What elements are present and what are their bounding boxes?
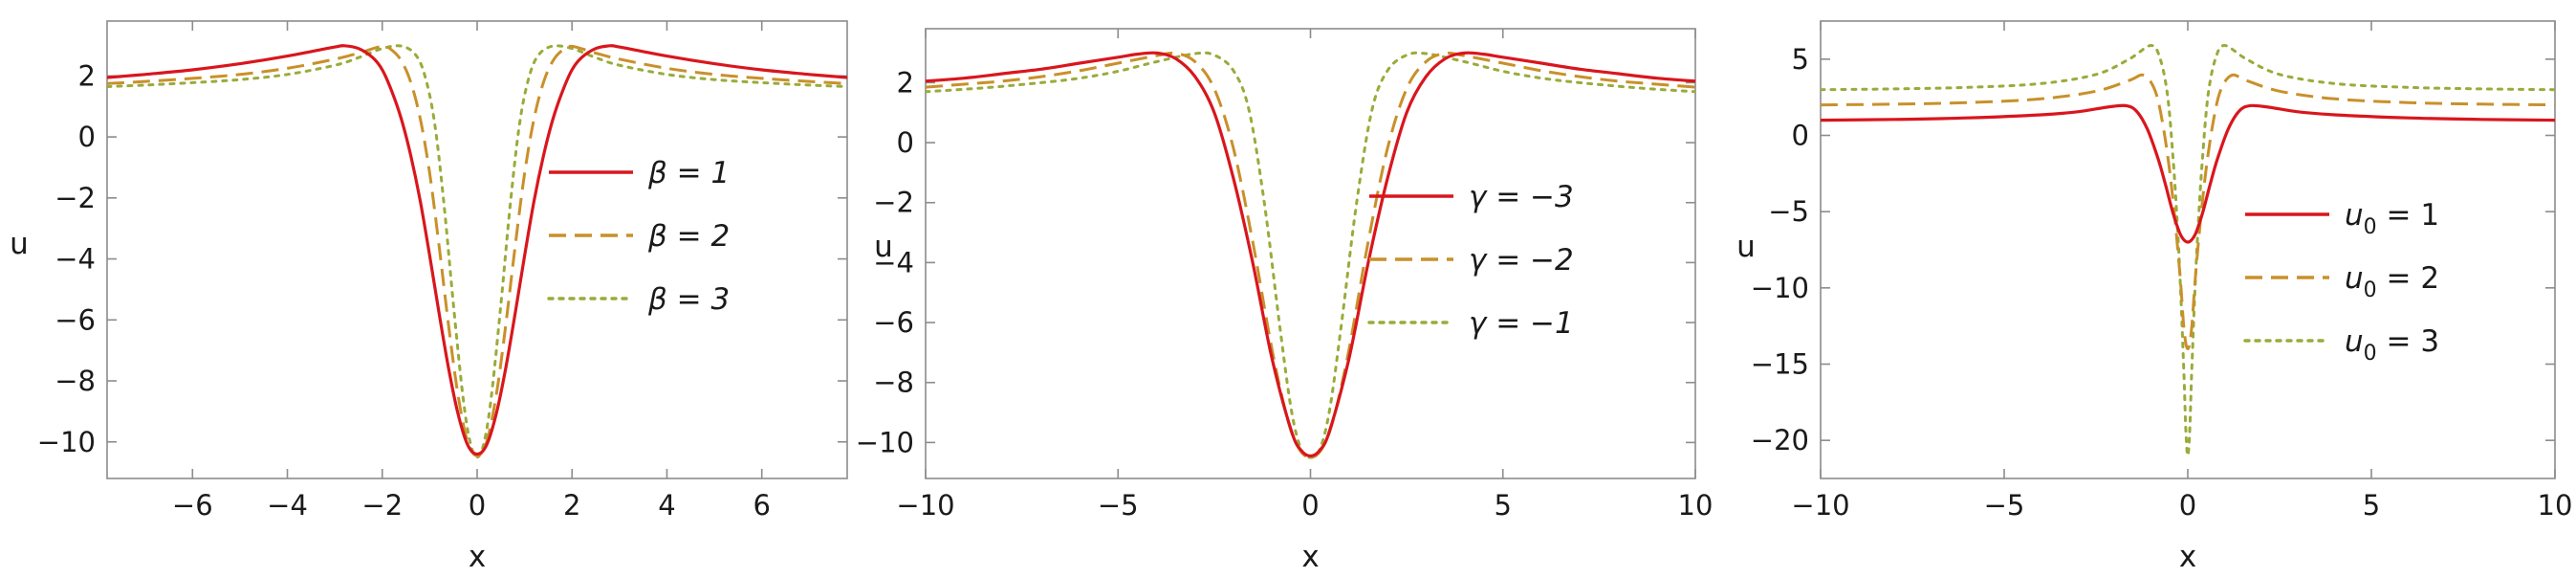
- chart-panel-1: −6 −4 −2 0 2 4 6 2 0 −2 −4 −6 −8 −10 x u β = 1 β = 2 β = 3: [10, 20, 848, 574]
- legend-label-1: u0 = 1: [2345, 198, 2439, 239]
- series-group: [1821, 43, 2555, 457]
- y-tick-label: −4: [873, 246, 914, 278]
- y-axis-label: u: [10, 227, 29, 261]
- x-tick-label: 10: [2538, 489, 2573, 522]
- series-line-3: [1821, 43, 2555, 457]
- legend: u0 = 1 u0 = 2 u0 = 3: [2243, 198, 2439, 366]
- x-tick-label: −4: [267, 489, 308, 522]
- legend: β = 1 β = 2 β = 3: [547, 156, 730, 317]
- legend-label-3: u0 = 3: [2345, 324, 2439, 366]
- x-tick-label: −5: [1984, 489, 2025, 522]
- legend-label-1: β = 1: [647, 156, 730, 190]
- series-line-2: [107, 44, 847, 457]
- x-axis-label: x: [469, 540, 486, 574]
- series-line-2: [926, 51, 1695, 459]
- y-tick-label: −6: [55, 303, 96, 336]
- y-tick-label: −10: [1751, 272, 1809, 304]
- x-tick-label: 5: [2363, 489, 2380, 522]
- series-line-3: [107, 44, 847, 459]
- y-tick-label: −5: [1768, 195, 1809, 228]
- y-tick-label: −15: [1751, 348, 1809, 381]
- x-tick-label: 0: [2179, 489, 2196, 522]
- y-tick-label: 0: [78, 121, 96, 153]
- legend-label-2: β = 2: [647, 219, 730, 254]
- y-tick-label: −20: [1751, 424, 1809, 456]
- legend: γ = −3 γ = −2 γ = −1: [1367, 180, 1574, 341]
- y-axis-label: u: [1736, 230, 1756, 264]
- legend-label-3: γ = −1: [1469, 306, 1574, 341]
- series-line-1: [107, 44, 847, 456]
- y-tick-label: −2: [873, 187, 914, 219]
- legend-label-1: γ = −3: [1469, 180, 1574, 214]
- x-tick-label: 6: [753, 489, 770, 522]
- series-line-1: [1821, 103, 2555, 244]
- y-tick-label: −10: [37, 426, 96, 458]
- plot-frame: [1820, 20, 2556, 479]
- x-tick-label: −2: [361, 489, 403, 522]
- legend-label-2: u0 = 2: [2345, 261, 2439, 302]
- y-tick-label: −8: [55, 365, 96, 397]
- y-tick-label: −10: [856, 426, 914, 458]
- plot-frame: [925, 28, 1696, 479]
- series-line-2: [1821, 73, 2555, 351]
- y-axis-label: u: [874, 230, 893, 264]
- plot-frame: [106, 20, 848, 479]
- x-tick-label: −5: [1098, 489, 1139, 522]
- legend-label-3: β = 3: [647, 282, 730, 317]
- x-tick-label: 10: [1678, 489, 1714, 522]
- x-axis-label: x: [2179, 540, 2196, 574]
- y-tick-label: 5: [1792, 43, 1809, 76]
- x-tick-label: 5: [1495, 489, 1512, 522]
- legend-label-2: γ = −2: [1469, 243, 1574, 278]
- y-tick-label: −6: [873, 306, 914, 339]
- y-tick-label: 0: [1792, 120, 1809, 152]
- x-tick-label: −6: [172, 489, 213, 522]
- series-line-1: [926, 51, 1695, 458]
- y-tick-label: 2: [78, 59, 96, 92]
- y-tick-label: 2: [897, 66, 914, 99]
- y-tick-label: 0: [897, 126, 914, 159]
- series-group: [926, 51, 1695, 459]
- y-tick-label: −8: [873, 367, 914, 399]
- x-tick-label: 0: [469, 489, 486, 522]
- series-group: [107, 44, 847, 459]
- series-line-3: [926, 51, 1695, 459]
- x-tick-label: 0: [1301, 489, 1319, 522]
- y-tick-label: −2: [55, 182, 96, 214]
- y-tick-label: −4: [55, 243, 96, 276]
- x-tick-label: 2: [563, 489, 580, 522]
- x-tick-label: 4: [658, 489, 675, 522]
- x-tick-label: −10: [1791, 489, 1849, 522]
- x-axis-label: x: [1301, 540, 1319, 574]
- x-tick-label: −10: [896, 489, 954, 522]
